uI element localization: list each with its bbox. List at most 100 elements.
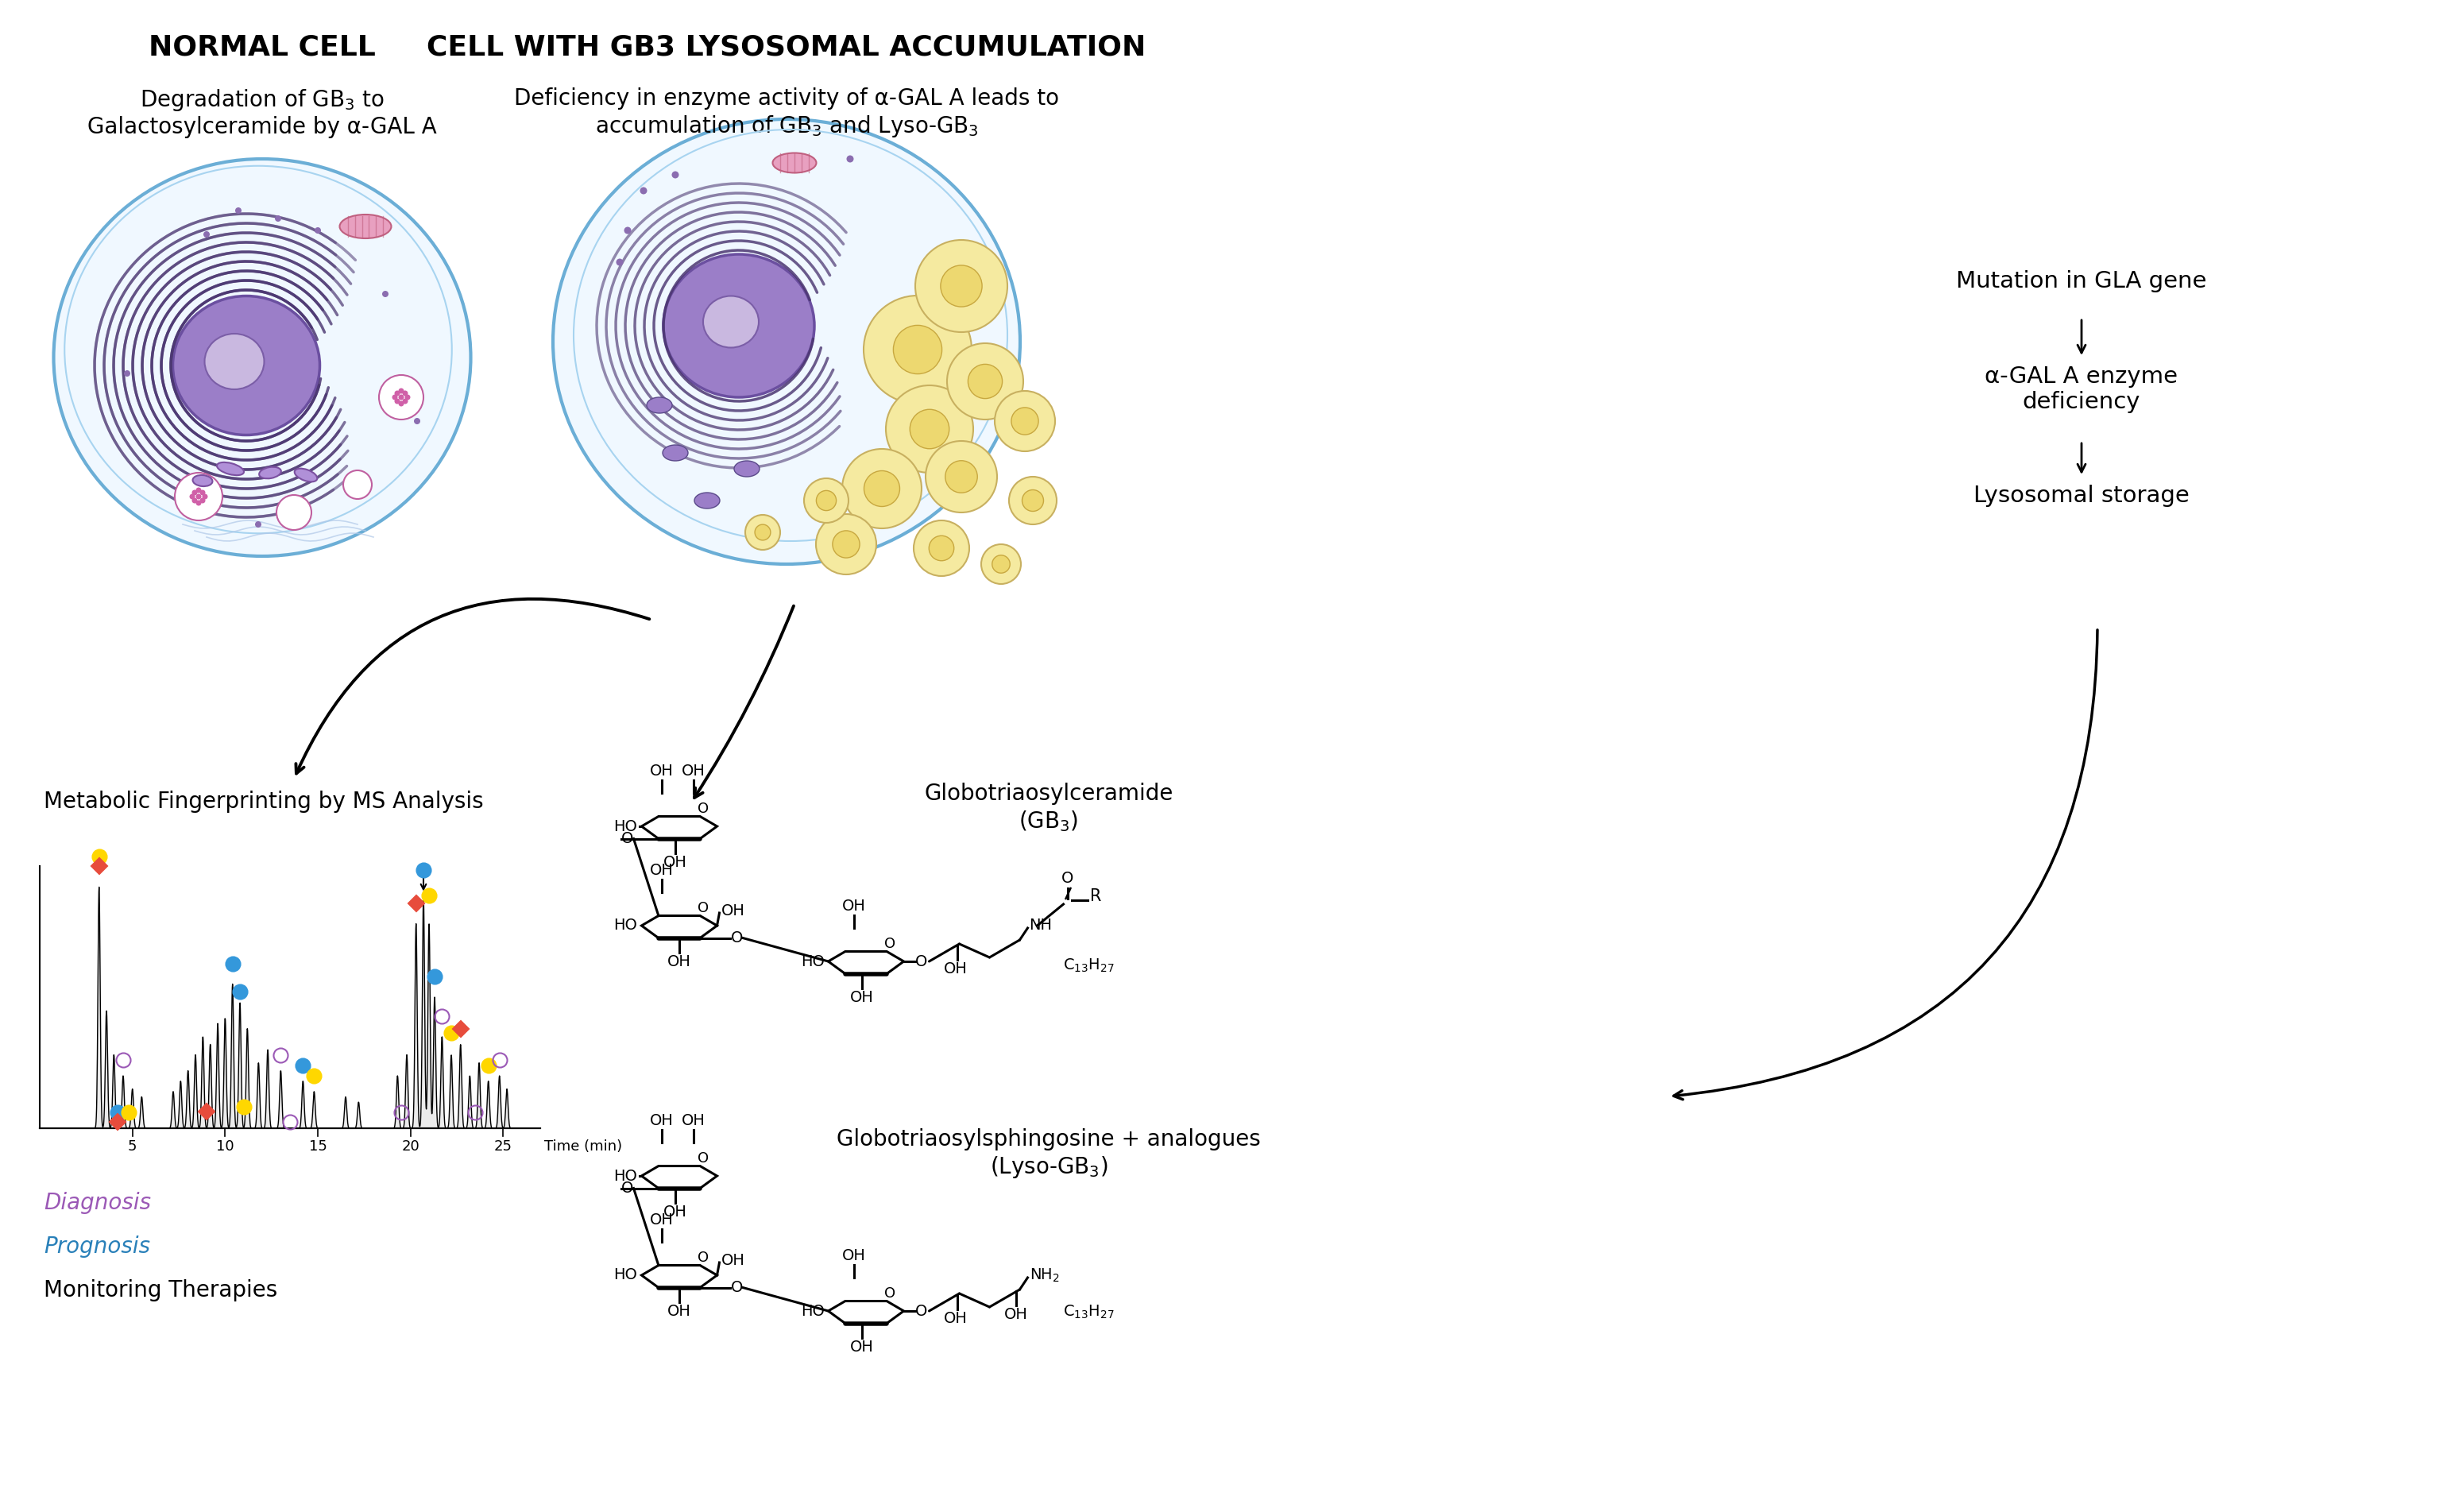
Text: 20: 20: [401, 1140, 418, 1154]
Text: OH: OH: [651, 1213, 673, 1228]
Text: O: O: [915, 954, 927, 969]
Circle shape: [1008, 476, 1057, 525]
Ellipse shape: [193, 475, 213, 487]
Circle shape: [925, 442, 996, 513]
Circle shape: [915, 240, 1008, 333]
Text: OH: OH: [651, 764, 673, 779]
Text: HO: HO: [614, 820, 639, 833]
Circle shape: [842, 449, 923, 528]
Circle shape: [815, 514, 876, 575]
Text: Metabolic Fingerprinting by MS Analysis: Metabolic Fingerprinting by MS Analysis: [44, 791, 485, 813]
Ellipse shape: [773, 153, 817, 172]
Text: OH: OH: [842, 1249, 866, 1264]
Circle shape: [343, 470, 372, 499]
Circle shape: [316, 227, 321, 233]
Text: OH: OH: [651, 1113, 673, 1128]
Circle shape: [401, 399, 409, 404]
Text: OH: OH: [722, 904, 744, 919]
Circle shape: [274, 215, 281, 222]
Circle shape: [991, 555, 1011, 573]
Circle shape: [947, 343, 1023, 419]
Circle shape: [379, 375, 423, 419]
Text: CELL WITH GB3 LYSOSOMAL ACCUMULATION: CELL WITH GB3 LYSOSOMAL ACCUMULATION: [426, 33, 1145, 60]
Text: O: O: [883, 1287, 896, 1300]
Circle shape: [617, 259, 624, 266]
Circle shape: [981, 544, 1020, 584]
Circle shape: [404, 395, 411, 401]
Circle shape: [910, 410, 949, 449]
Circle shape: [746, 516, 781, 550]
Text: O: O: [697, 1151, 710, 1166]
Ellipse shape: [218, 463, 245, 475]
Text: OH: OH: [945, 962, 967, 977]
Circle shape: [893, 325, 942, 373]
Ellipse shape: [340, 215, 392, 239]
Ellipse shape: [174, 296, 321, 435]
Circle shape: [235, 207, 242, 213]
Circle shape: [1011, 408, 1038, 434]
Text: C$_{13}$H$_{27}$: C$_{13}$H$_{27}$: [1064, 1303, 1116, 1321]
Circle shape: [673, 171, 678, 178]
Text: OH: OH: [849, 990, 874, 1005]
Ellipse shape: [294, 469, 318, 482]
Ellipse shape: [553, 119, 1020, 564]
Circle shape: [382, 290, 389, 298]
Circle shape: [993, 392, 1055, 451]
Text: OH: OH: [842, 900, 866, 915]
Circle shape: [203, 231, 210, 237]
Circle shape: [940, 265, 981, 307]
Text: R: R: [1089, 888, 1101, 904]
Circle shape: [641, 187, 646, 194]
Ellipse shape: [734, 461, 759, 476]
Circle shape: [399, 395, 404, 401]
Circle shape: [754, 525, 771, 540]
Circle shape: [930, 535, 954, 561]
Text: C$_{13}$H$_{27}$: C$_{13}$H$_{27}$: [1064, 957, 1116, 974]
Circle shape: [864, 470, 900, 507]
Text: OH: OH: [683, 1113, 705, 1128]
Circle shape: [886, 386, 974, 473]
Text: Globotriaosylsphingosine + analogues
(Lyso-GB$_3$): Globotriaosylsphingosine + analogues (Ly…: [837, 1128, 1260, 1179]
Circle shape: [203, 494, 208, 499]
Circle shape: [414, 417, 421, 425]
Circle shape: [945, 461, 976, 493]
Ellipse shape: [695, 493, 719, 508]
Circle shape: [196, 487, 201, 493]
Text: OH: OH: [945, 1311, 967, 1326]
Text: 15: 15: [308, 1140, 328, 1154]
Circle shape: [817, 490, 837, 511]
Text: Monitoring Therapies: Monitoring Therapies: [44, 1279, 277, 1302]
Text: O: O: [883, 937, 896, 951]
Text: OH: OH: [651, 863, 673, 878]
Text: HO: HO: [800, 954, 825, 969]
Circle shape: [392, 395, 396, 401]
Circle shape: [394, 399, 399, 404]
Circle shape: [394, 390, 399, 396]
Text: α-GAL A enzyme
deficiency: α-GAL A enzyme deficiency: [1985, 366, 2178, 413]
Text: O: O: [622, 1181, 634, 1196]
Text: HO: HO: [614, 918, 639, 933]
Text: OH: OH: [683, 764, 705, 779]
Circle shape: [191, 490, 198, 496]
Ellipse shape: [663, 254, 815, 398]
Text: Globotriaosylceramide
(GB$_3$): Globotriaosylceramide (GB$_3$): [925, 783, 1172, 833]
Text: O: O: [697, 1250, 710, 1266]
Circle shape: [913, 520, 969, 576]
Text: O: O: [732, 1281, 744, 1296]
Text: OH: OH: [849, 1340, 874, 1355]
Text: Prognosis: Prognosis: [44, 1235, 149, 1258]
Text: NORMAL CELL: NORMAL CELL: [149, 33, 377, 60]
Circle shape: [191, 497, 198, 503]
Circle shape: [401, 390, 409, 396]
Circle shape: [969, 364, 1003, 399]
Text: O: O: [697, 901, 710, 915]
Circle shape: [188, 494, 196, 499]
Text: O: O: [915, 1303, 927, 1318]
Text: OH: OH: [663, 854, 688, 869]
Circle shape: [1023, 490, 1042, 511]
Ellipse shape: [259, 467, 281, 479]
Circle shape: [847, 156, 854, 162]
Ellipse shape: [646, 398, 673, 413]
Circle shape: [832, 531, 859, 558]
Circle shape: [196, 494, 201, 499]
